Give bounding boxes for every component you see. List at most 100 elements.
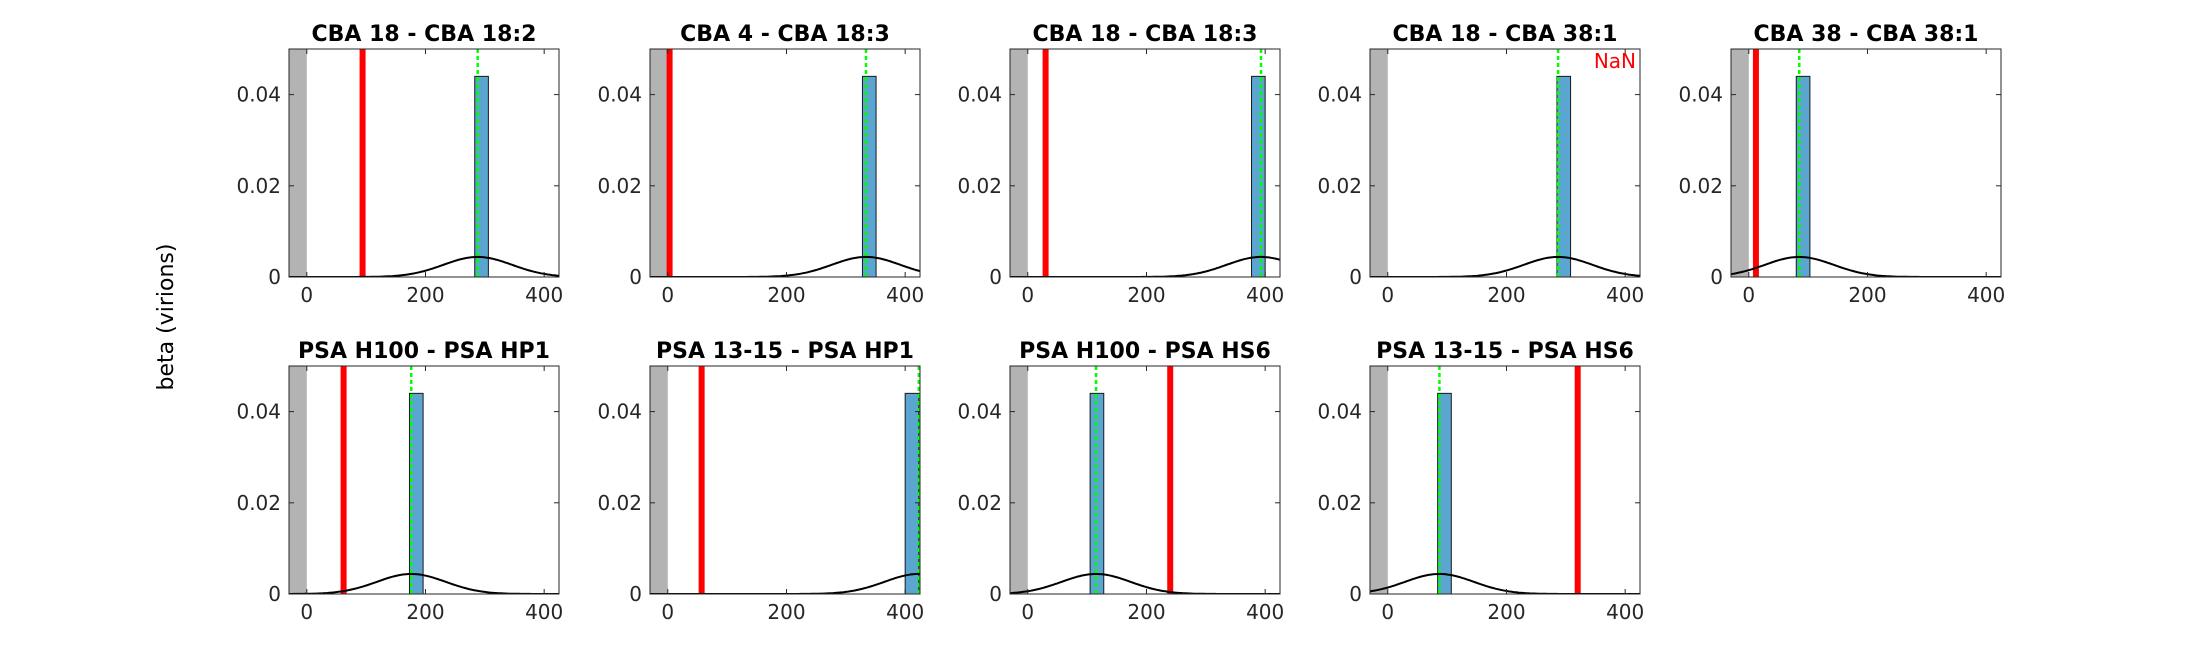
y-tick-label: 0 [629, 582, 642, 606]
x-tick-label: 200 [767, 600, 805, 624]
panel-title: CBA 18 - CBA 18:2 [312, 22, 537, 47]
x-tick-label: 200 [1487, 283, 1525, 307]
y-tick-label: 0.04 [1678, 83, 1723, 107]
shaded-region [650, 49, 668, 277]
panel-2: 0 200 400 0 0.02 0.04 CBA 4 - CBA 18:3 [597, 22, 924, 307]
y-tick-label: 0.02 [957, 491, 1002, 515]
shaded-region [1010, 49, 1028, 277]
x-tick-label: 200 [1127, 283, 1165, 307]
panel-3: 0 200 400 0 0.02 0.04 CBA 18 - CBA 18:3 [957, 22, 1284, 307]
x-tick-label: 200 [1487, 600, 1525, 624]
x-tick-label: 400 [1967, 283, 2005, 307]
axes-frame [649, 365, 921, 595]
shaded-region [289, 49, 307, 277]
histogram-bar [1251, 75, 1266, 277]
y-tick-label: 0.04 [1317, 83, 1362, 107]
panel-6: 0 200 400 0 0.02 0.04 PSA H100 - PSA HP1 [236, 339, 563, 624]
y-tick-label: 0 [1349, 582, 1362, 606]
x-tick-label: 0 [1381, 600, 1394, 624]
axes-frame [1009, 365, 1281, 595]
panel-8: 0 200 400 0 0.02 0.04 PSA H100 - PSA HS6 [957, 339, 1284, 624]
panel-title: PSA H100 - PSA HS6 [1019, 339, 1271, 364]
plot-area [1010, 49, 1280, 277]
panel-1: 0 200 400 0 0.02 0.04 CBA 18 - CBA 18:2 [236, 22, 563, 307]
y-tick-label: 0.04 [236, 400, 281, 424]
y-tick-label: 0.04 [236, 83, 281, 107]
y-tick-label: 0.02 [597, 174, 642, 198]
y-tick-label: 0.02 [597, 491, 642, 515]
panel-title: CBA 4 - CBA 18:3 [680, 22, 890, 47]
shaded-region [289, 366, 307, 594]
y-tick-label: 0 [989, 265, 1002, 289]
axes-frame [288, 48, 560, 278]
density-curve [1731, 255, 2001, 277]
axes-frame [649, 48, 921, 278]
y-tick-label: 0.02 [1317, 491, 1362, 515]
density-curve [289, 255, 559, 277]
x-tick-label: 200 [406, 283, 444, 307]
axes-frame [1009, 48, 1281, 278]
panel-9: 0 200 400 0 0.02 0.04 PSA 13-15 - PSA HS6 [1317, 339, 1644, 624]
histogram-bar [904, 392, 920, 594]
x-tick-label: 400 [1606, 600, 1644, 624]
y-tick-label: 0.02 [1317, 174, 1362, 198]
x-tick-label: 400 [525, 600, 563, 624]
shaded-region [650, 366, 668, 594]
density-curve [1370, 255, 1640, 277]
y-tick-label: 0.04 [597, 400, 642, 424]
x-tick-label: 200 [406, 600, 444, 624]
plot-area [289, 49, 559, 277]
shaded-region [1010, 366, 1028, 594]
x-tick-label: 200 [767, 283, 805, 307]
panel-5: 0 200 400 0 0.02 0.04 CBA 38 - CBA 38:1 [1678, 22, 2005, 307]
x-tick-label: 0 [661, 283, 674, 307]
shaded-region [1370, 366, 1388, 594]
panel-title: CBA 38 - CBA 38:1 [1754, 22, 1979, 47]
plot-area [1731, 49, 2001, 277]
x-tick-label: 400 [1606, 283, 1644, 307]
x-tick-label: 0 [661, 600, 674, 624]
plot-area [1370, 366, 1640, 594]
y-tick-label: 0.04 [957, 400, 1002, 424]
y-tick-label: 0.04 [957, 83, 1002, 107]
y-tick-label: 0.02 [957, 174, 1002, 198]
x-tick-label: 0 [1021, 283, 1034, 307]
y-tick-label: 0 [1710, 265, 1723, 289]
y-tick-label: 0.04 [1317, 400, 1362, 424]
y-tick-label: 0 [268, 265, 281, 289]
x-tick-label: 0 [1381, 283, 1394, 307]
x-tick-label: 0 [300, 600, 313, 624]
shaded-region [1731, 49, 1749, 277]
panel-title: CBA 18 - CBA 38:1 [1393, 22, 1618, 47]
figure-ylabel: beta (virions) [154, 244, 179, 391]
y-tick-label: 0 [1349, 265, 1362, 289]
y-tick-label: 0.02 [1678, 174, 1723, 198]
axes-frame [288, 365, 560, 595]
x-tick-label: 400 [1246, 600, 1284, 624]
y-tick-label: 0 [268, 582, 281, 606]
axes-frame [1369, 48, 1641, 278]
x-tick-label: 0 [1021, 600, 1034, 624]
density-curve [1010, 572, 1280, 594]
density-curve [650, 572, 920, 594]
plot-area [1370, 49, 1640, 277]
density-curve [650, 255, 920, 277]
y-tick-label: 0 [989, 582, 1002, 606]
axes-frame [1369, 365, 1641, 595]
x-tick-label: 200 [1127, 600, 1165, 624]
x-tick-label: 400 [525, 283, 563, 307]
shaded-region [1370, 49, 1388, 277]
panel-title: PSA 13-15 - PSA HS6 [1376, 339, 1634, 364]
x-tick-label: 0 [300, 283, 313, 307]
panel-title: CBA 18 - CBA 18:3 [1033, 22, 1258, 47]
plot-area [650, 49, 920, 277]
x-tick-label: 400 [1246, 283, 1284, 307]
panel-7: 0 200 400 0 0.02 0.04 PSA 13-15 - PSA HP1 [597, 339, 924, 624]
x-tick-label: 400 [886, 283, 924, 307]
panel-title: PSA H100 - PSA HP1 [298, 339, 550, 364]
y-tick-label: 0.02 [236, 491, 281, 515]
nan-annotation: NaN [1594, 49, 1636, 73]
axes-frame [1730, 48, 2002, 278]
